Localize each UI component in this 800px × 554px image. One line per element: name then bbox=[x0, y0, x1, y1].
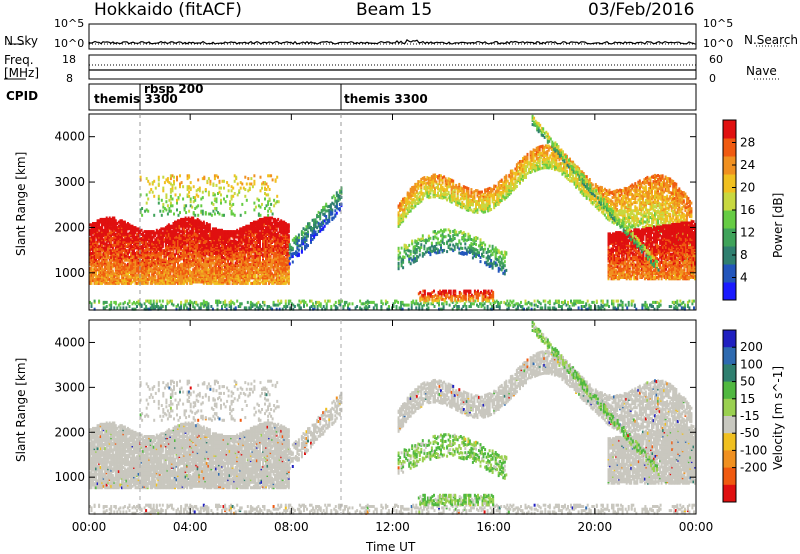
power-cell bbox=[97, 242, 99, 245]
nsky-series-line bbox=[89, 40, 695, 44]
power-cell bbox=[154, 275, 156, 278]
power-cell bbox=[174, 264, 176, 267]
power-cell bbox=[160, 256, 162, 259]
power-cell bbox=[113, 217, 115, 220]
cpid-panel-frame bbox=[89, 84, 696, 110]
power-cell bbox=[148, 274, 150, 277]
power-cell bbox=[133, 249, 135, 252]
power-cell bbox=[91, 282, 93, 285]
power-cell bbox=[165, 257, 167, 260]
chart-canvas: 1000200030004000100020003000400000:00 04:… bbox=[0, 0, 800, 554]
power-heatmap bbox=[89, 115, 696, 311]
power-cell bbox=[141, 229, 143, 232]
freq-panel-frame bbox=[89, 55, 696, 79]
nsky-panel-frame bbox=[89, 24, 696, 49]
power-cell bbox=[169, 272, 171, 275]
power-cell bbox=[115, 219, 117, 222]
power-cell bbox=[124, 221, 126, 224]
power-cell bbox=[112, 270, 114, 273]
